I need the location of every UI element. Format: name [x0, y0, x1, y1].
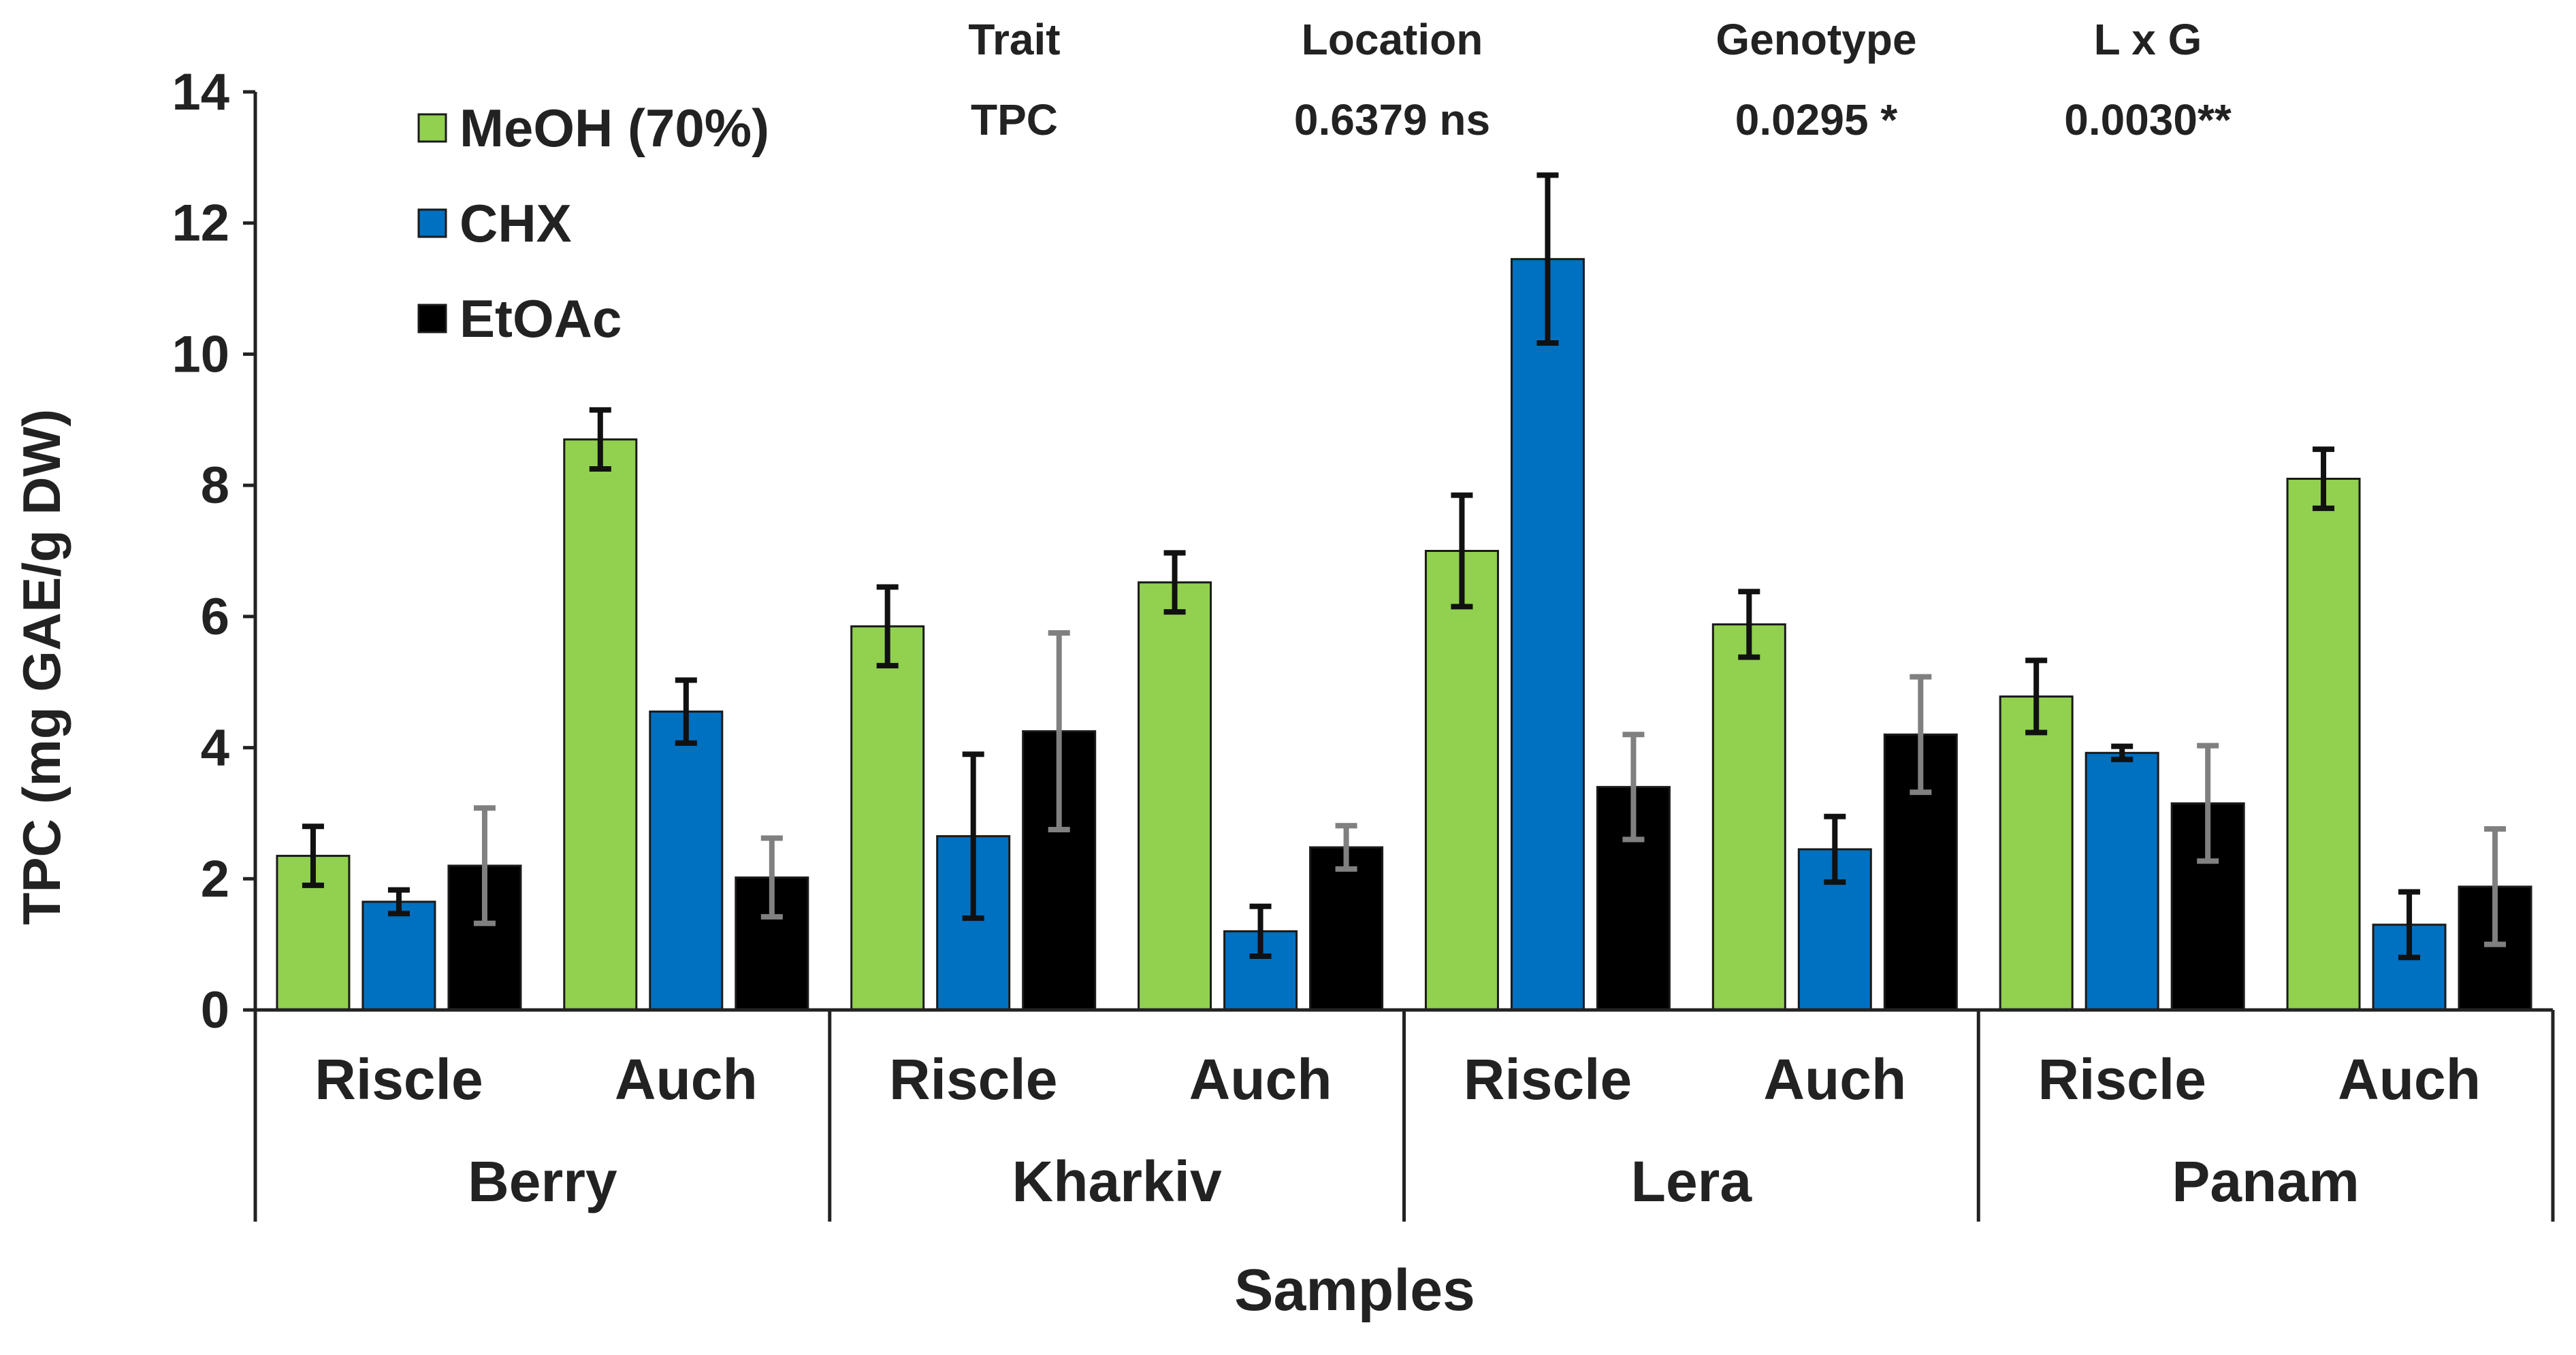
bar-chx-panam-riscle	[2084, 751, 2159, 1011]
location-label: Auch	[1763, 1047, 1906, 1111]
error-bar-meoh-70-lera-auch	[1738, 589, 1760, 660]
error-bars-layer	[302, 172, 2507, 960]
legend-swatch	[417, 113, 447, 143]
error-bar-chx-berry-riscle	[387, 887, 410, 917]
group-label: Lera	[1631, 1149, 1753, 1213]
location-label: Riscle	[315, 1047, 483, 1111]
error-bar-etoac-panam-riscle	[2197, 742, 2219, 864]
y-tick-label: 14	[172, 63, 229, 121]
y-tick-label: 10	[172, 325, 229, 383]
error-bar-etoac-kharkiv-auch	[1335, 823, 1357, 872]
y-tick-label: 6	[201, 588, 229, 646]
stats-header: Location	[1302, 15, 1483, 64]
group-label: Berry	[468, 1149, 617, 1213]
error-bar-meoh-70-kharkiv-riscle	[876, 584, 899, 669]
location-label: Riscle	[889, 1047, 1058, 1111]
error-bar-etoac-panam-auch	[2484, 826, 2507, 947]
stats-header: L x G	[2094, 15, 2202, 64]
error-bar-chx-panam-riscle	[2111, 743, 2134, 762]
y-tick-label: 8	[201, 457, 229, 515]
legend-swatch	[417, 208, 447, 238]
axes-layer	[243, 90, 2555, 1222]
bar-meoh-70-kharkiv-riscle	[850, 625, 925, 1011]
error-bar-chx-berry-auch	[675, 677, 697, 746]
location-label: Auch	[1189, 1047, 1332, 1111]
bar-meoh-70-berry-auch	[563, 438, 638, 1011]
bar-etoac-kharkiv-auch	[1309, 846, 1384, 1011]
y-tick-label: 12	[172, 195, 229, 252]
error-bar-chx-lera-riscle	[1536, 172, 1559, 346]
legend-item-etoac: EtOAc	[417, 289, 622, 348]
bar-chx-lera-auch	[1797, 848, 1872, 1011]
location-label: Riscle	[1464, 1047, 1632, 1111]
group-label: Panam	[2172, 1149, 2359, 1213]
error-bar-chx-panam-auch	[2398, 889, 2421, 960]
y-tick-label: 4	[201, 719, 229, 777]
bar-chx-berry-riscle	[361, 900, 436, 1011]
bar-chx-lera-riscle	[1510, 258, 1585, 1011]
legend-item-chx: CHX	[417, 193, 572, 253]
legend-label: CHX	[460, 193, 572, 253]
x-axis-title: Samples	[1234, 1258, 1475, 1323]
legend-item-meoh-70: MeOH (70%)	[417, 98, 769, 158]
y-tick-label: 2	[201, 850, 229, 908]
stats-value: 0.0030**	[2064, 95, 2232, 144]
error-bar-meoh-70-panam-riscle	[2025, 657, 2048, 736]
stats-value: TPC	[971, 95, 1058, 144]
stats-header: Trait	[968, 15, 1060, 64]
bar-chx-berry-auch	[649, 711, 724, 1011]
error-bar-chx-lera-auch	[1824, 813, 1846, 885]
bar-meoh-70-panam-riscle	[1999, 695, 2074, 1011]
legend-label: MeOH (70%)	[460, 98, 769, 158]
stats-header: Genotype	[1716, 15, 1916, 64]
bar-meoh-70-kharkiv-auch	[1138, 581, 1212, 1011]
location-label: Auch	[2338, 1047, 2481, 1111]
y-axis-title: TPC (mg GAE/g DW)	[12, 409, 71, 925]
stats-value: 0.6379 ns	[1294, 95, 1490, 144]
location-label: Riscle	[2038, 1047, 2206, 1111]
error-bar-meoh-70-panam-auch	[2313, 446, 2335, 511]
error-bar-chx-kharkiv-riscle	[962, 751, 984, 921]
error-bar-meoh-70-berry-riscle	[302, 823, 324, 888]
error-bar-meoh-70-lera-riscle	[1451, 492, 1473, 610]
bars-layer	[276, 258, 2532, 1011]
legend: MeOH (70%) CHX EtOAc	[417, 98, 769, 348]
stats-value: 0.0295 *	[1735, 95, 1898, 144]
stats-table: Trait Location Genotype L x G TPC 0.6379 ns 0.…	[968, 15, 2231, 144]
error-bar-etoac-berry-riscle	[473, 805, 496, 926]
bar-meoh-70-panam-auch	[2286, 478, 2361, 1011]
error-bar-meoh-70-kharkiv-auch	[1163, 550, 1186, 615]
error-bar-etoac-lera-riscle	[1622, 732, 1645, 843]
legend-swatch	[417, 304, 447, 333]
group-label: Kharkiv	[1012, 1149, 1222, 1213]
error-bar-etoac-berry-auch	[760, 835, 783, 920]
y-tick-label: 0	[201, 981, 229, 1039]
bar-meoh-70-lera-riscle	[1424, 550, 1499, 1011]
error-bar-etoac-kharkiv-riscle	[1048, 630, 1070, 833]
legend-label: EtOAc	[460, 289, 622, 348]
error-bar-etoac-lera-auch	[1910, 674, 1932, 796]
bar-meoh-70-lera-auch	[1711, 623, 1786, 1011]
location-label: Auch	[615, 1047, 758, 1111]
labels-layer: 0 2 4 6 8 10 12 14 Riscle Auch Riscle Auch Riscle Auc…	[172, 63, 2481, 1213]
error-bar-chx-kharkiv-auch	[1249, 903, 1272, 959]
error-bar-meoh-70-berry-auch	[589, 407, 611, 472]
